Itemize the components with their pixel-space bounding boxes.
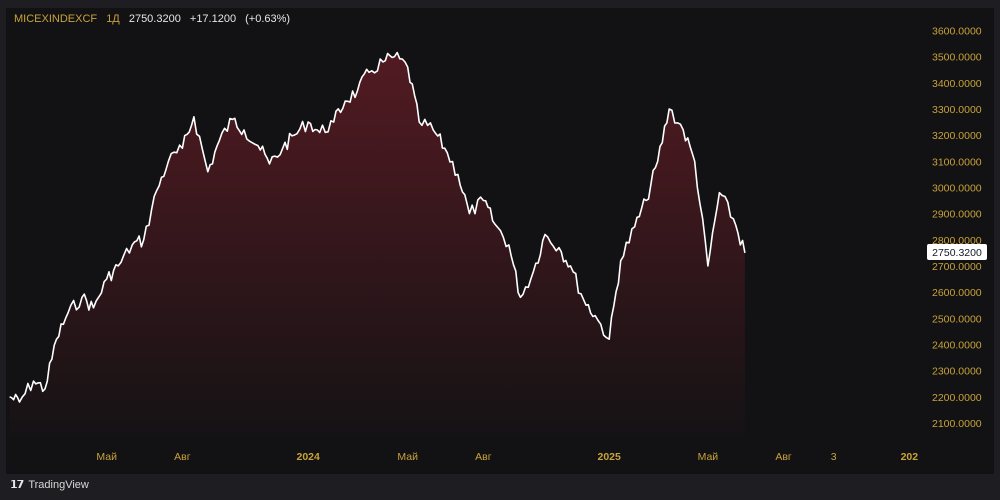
y-tick-label: 2200.0000 xyxy=(932,392,982,404)
x-tick-label: 202 xyxy=(901,451,919,463)
brand-name: TradingView xyxy=(28,478,89,491)
y-tick-label: 2100.0000 xyxy=(932,418,982,430)
x-tick-label: 2024 xyxy=(297,451,321,463)
current-price: 2750.3200 xyxy=(128,13,181,25)
y-tick-label: 3600.0000 xyxy=(932,25,982,37)
tradingview-branding[interactable]: 𝟭𝟳 TradingView xyxy=(10,478,89,492)
price-axis[interactable]: 2100.0000 2200.0000 2300.0000 2400.0000 2500… xyxy=(932,25,982,429)
y-tick-label: 3000.0000 xyxy=(932,182,982,194)
x-tick-label: Май xyxy=(96,451,117,463)
y-tick-label: 2800.0000 xyxy=(932,235,982,247)
y-tick-label: 3300.0000 xyxy=(932,104,982,116)
y-tick-label: 3100.0000 xyxy=(932,156,982,168)
svg-text:2750.3200: 2750.3200 xyxy=(932,247,982,259)
x-tick-label: Авг xyxy=(775,451,792,463)
interval-label[interactable]: 1Д xyxy=(106,13,120,25)
y-tick-label: 2700.0000 xyxy=(932,261,982,273)
last-price-label: 2750.3200 xyxy=(927,244,987,260)
x-tick-label: Май xyxy=(397,451,418,463)
y-tick-label: 3200.0000 xyxy=(932,130,982,142)
price-change: +17.1200 xyxy=(189,13,237,25)
symbol-header: MICEXINDEXCF 1Д 2750.3200 +17.1200 (+0.6… xyxy=(14,13,296,25)
y-tick-label: 2300.0000 xyxy=(932,366,982,378)
x-tick-label: Май xyxy=(698,451,719,463)
y-tick-label: 3500.0000 xyxy=(932,52,982,64)
symbol-name[interactable]: MICEXINDEXCF xyxy=(14,13,98,25)
x-tick-label: 3 xyxy=(831,451,837,463)
price-area-fill xyxy=(9,52,745,436)
time-axis[interactable]: Май Авг 2024 Май Авг 2025 Май Авг 3 202 xyxy=(96,451,918,463)
y-tick-label: 2900.0000 xyxy=(932,209,982,221)
x-tick-label: 2025 xyxy=(598,451,622,463)
tradingview-logo-icon: 𝟭𝟳 xyxy=(10,479,24,491)
y-tick-label: 2500.0000 xyxy=(932,313,982,325)
y-tick-label: 2400.0000 xyxy=(932,339,982,351)
x-tick-label: Авг xyxy=(475,451,492,463)
y-tick-label: 2600.0000 xyxy=(932,287,982,299)
price-line xyxy=(9,51,746,403)
y-tick-label: 3400.0000 xyxy=(932,78,982,90)
price-change-percent: (+0.63%) xyxy=(245,13,291,25)
x-tick-label: Авг xyxy=(174,451,191,463)
